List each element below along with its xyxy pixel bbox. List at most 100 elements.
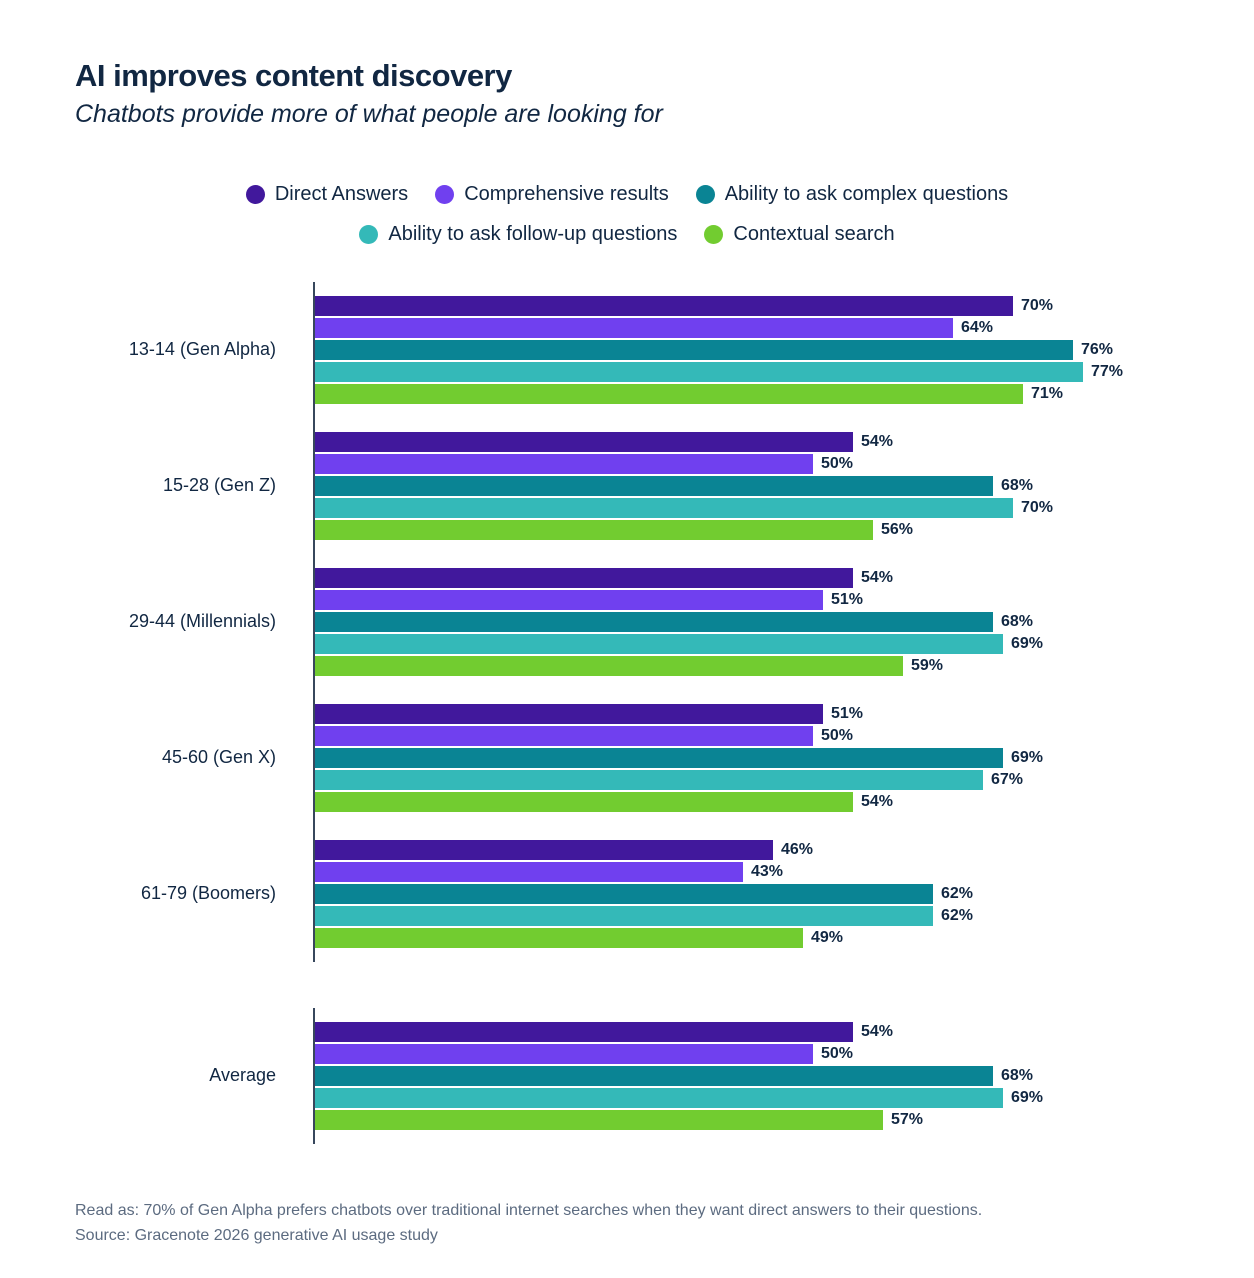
bar-row: 70% xyxy=(313,497,1054,518)
bar-stack: 51% 50% 69% 67% 54% xyxy=(313,703,1044,812)
bar-value-label: 51% xyxy=(831,590,864,608)
bar-contextual-search xyxy=(313,791,853,812)
bar-comprehensive-results xyxy=(313,589,823,610)
category-label: 45-60 (Gen X) xyxy=(161,747,276,768)
bar-row: 68% xyxy=(313,475,1053,496)
bar-value-label: 54% xyxy=(861,1022,894,1040)
bar-row: 70% xyxy=(313,295,1123,316)
bar-row: 49% xyxy=(313,927,973,948)
bar-direct-answers xyxy=(313,703,823,724)
bar-group-average: Average 54% 50% 68% 69% 57% xyxy=(0,1008,1254,1144)
bar-row: 69% xyxy=(313,747,1044,768)
bar-stack: 70% 64% 76% 77% 71% xyxy=(313,295,1124,404)
footer: Read as: 70% of Gen Alpha prefers chatbo… xyxy=(75,1198,1254,1248)
bar-value-label: 46% xyxy=(781,840,814,858)
bar-ability-to-ask-follow-up-questions xyxy=(313,905,933,926)
bar-group-61-79-boomers: 61-79 (Boomers) 46% 43% 62% 62% 49% xyxy=(0,826,1254,962)
bar-ability-to-ask-complex-questions xyxy=(313,339,1073,360)
legend-item-comprehensive-results: Comprehensive results xyxy=(435,183,669,206)
bar-stack: 54% 50% 68% 69% 57% xyxy=(313,1021,1044,1130)
bar-comprehensive-results xyxy=(313,317,953,338)
page-subtitle: Chatbots provide more of what people are… xyxy=(75,99,663,128)
bar-value-label: 69% xyxy=(1011,748,1044,766)
bar-value-label: 67% xyxy=(991,770,1024,788)
category-label: 15-28 (Gen Z) xyxy=(162,475,276,496)
bar-value-label: 68% xyxy=(1001,612,1034,630)
bar-direct-answers xyxy=(313,431,853,452)
bar-group-45-60-gen-x: 45-60 (Gen X) 51% 50% 69% 67% 54% xyxy=(0,690,1254,826)
bar-value-label: 49% xyxy=(811,928,844,946)
bar-stack: 46% 43% 62% 62% 49% xyxy=(313,839,974,948)
bar-contextual-search xyxy=(313,383,1023,404)
page-title: AI improves content discovery xyxy=(75,58,512,93)
bar-direct-answers xyxy=(313,839,773,860)
bar-value-label: 62% xyxy=(941,884,974,902)
bar-value-label: 77% xyxy=(1091,362,1124,380)
bar-value-label: 50% xyxy=(821,454,854,472)
bar-row: 50% xyxy=(313,1043,1043,1064)
bar-row: 54% xyxy=(313,431,1053,452)
bar-direct-answers xyxy=(313,1021,853,1042)
bar-comprehensive-results xyxy=(313,725,813,746)
bar-row: 67% xyxy=(313,769,1043,790)
legend-item-ability-to-ask-complex-questions: Ability to ask complex questions xyxy=(695,182,1009,206)
bar-row: 62% xyxy=(313,905,974,926)
bar-stack: 54% 50% 68% 70% 56% xyxy=(313,431,1054,540)
category-label: 29-44 (Millennials) xyxy=(128,611,276,632)
bar-value-label: 43% xyxy=(751,862,784,880)
bar-value-label: 57% xyxy=(891,1110,924,1128)
bar-value-label: 54% xyxy=(861,568,894,586)
legend-label: Direct Answers xyxy=(274,182,409,205)
bar-row: 69% xyxy=(313,633,1043,654)
bar-value-label: 50% xyxy=(821,1044,854,1062)
bar-contextual-search xyxy=(313,519,873,540)
bar-row: 64% xyxy=(313,317,1123,338)
bar-group-15-28-gen-z: 15-28 (Gen Z) 54% 50% 68% 70% 56% xyxy=(0,418,1254,554)
bar-direct-answers xyxy=(313,567,853,588)
bar-row: 69% xyxy=(313,1087,1044,1108)
bar-ability-to-ask-complex-questions xyxy=(313,883,933,904)
bar-row: 62% xyxy=(313,883,974,904)
bar-row: 51% xyxy=(313,703,1043,724)
bar-group-13-14-gen-alpha: 13-14 (Gen Alpha) 70% 64% 76% 77% 71% xyxy=(0,282,1254,418)
bar-direct-answers xyxy=(313,295,1013,316)
bar-row: 68% xyxy=(313,1065,1043,1086)
bar-contextual-search xyxy=(313,655,903,676)
bar-row: 54% xyxy=(313,791,1043,812)
grouped-bar-chart: 13-14 (Gen Alpha) 70% 64% 76% 77% 71% 15-28 (G… xyxy=(0,281,1254,1144)
bar-row: 57% xyxy=(313,1109,1043,1130)
bar-value-label: 70% xyxy=(1021,498,1054,516)
bar-row: 68% xyxy=(313,611,1043,632)
legend-label: Comprehensive results xyxy=(464,182,669,205)
bar-value-label: 62% xyxy=(941,906,974,924)
bar-comprehensive-results xyxy=(313,453,813,474)
bar-ability-to-ask-follow-up-questions xyxy=(313,769,983,790)
legend-item-ability-to-ask-follow-up-questions: Ability to ask follow-up questions xyxy=(359,223,677,246)
bar-row: 76% xyxy=(313,339,1123,360)
bar-row: 50% xyxy=(313,725,1043,746)
bar-value-label: 51% xyxy=(831,704,864,722)
bar-value-label: 59% xyxy=(911,656,944,674)
legend-swatch-icon xyxy=(245,184,265,204)
bar-value-label: 64% xyxy=(961,318,994,336)
bar-value-label: 71% xyxy=(1031,384,1064,402)
bar-group-29-44-millennials: 29-44 (Millennials) 54% 51% 68% 69% 59% xyxy=(0,554,1254,690)
legend-row-1: Direct Answers Comprehensive results Abili… xyxy=(245,182,1009,206)
bar-value-label: 54% xyxy=(861,432,894,450)
legend-item-contextual-search: Contextual search xyxy=(704,223,895,246)
legend-label: Ability to ask complex questions xyxy=(724,182,1009,205)
bar-ability-to-ask-follow-up-questions xyxy=(313,497,1013,518)
bar-ability-to-ask-complex-questions xyxy=(313,747,1003,768)
legend-label: Ability to ask follow-up questions xyxy=(388,222,678,245)
bar-value-label: 69% xyxy=(1011,1088,1044,1106)
bar-row: 54% xyxy=(313,567,1043,588)
category-label: 13-14 (Gen Alpha) xyxy=(128,339,276,360)
legend-row-2: Ability to ask follow-up questions Contex… xyxy=(359,223,895,246)
header: AI improves content discovery Chatbots p… xyxy=(0,0,1254,129)
bar-value-label: 68% xyxy=(1001,476,1034,494)
bar-comprehensive-results xyxy=(313,1043,813,1064)
category-label: 61-79 (Boomers) xyxy=(140,883,276,904)
bar-row: 54% xyxy=(313,1021,1043,1042)
legend-swatch-icon xyxy=(704,224,724,244)
